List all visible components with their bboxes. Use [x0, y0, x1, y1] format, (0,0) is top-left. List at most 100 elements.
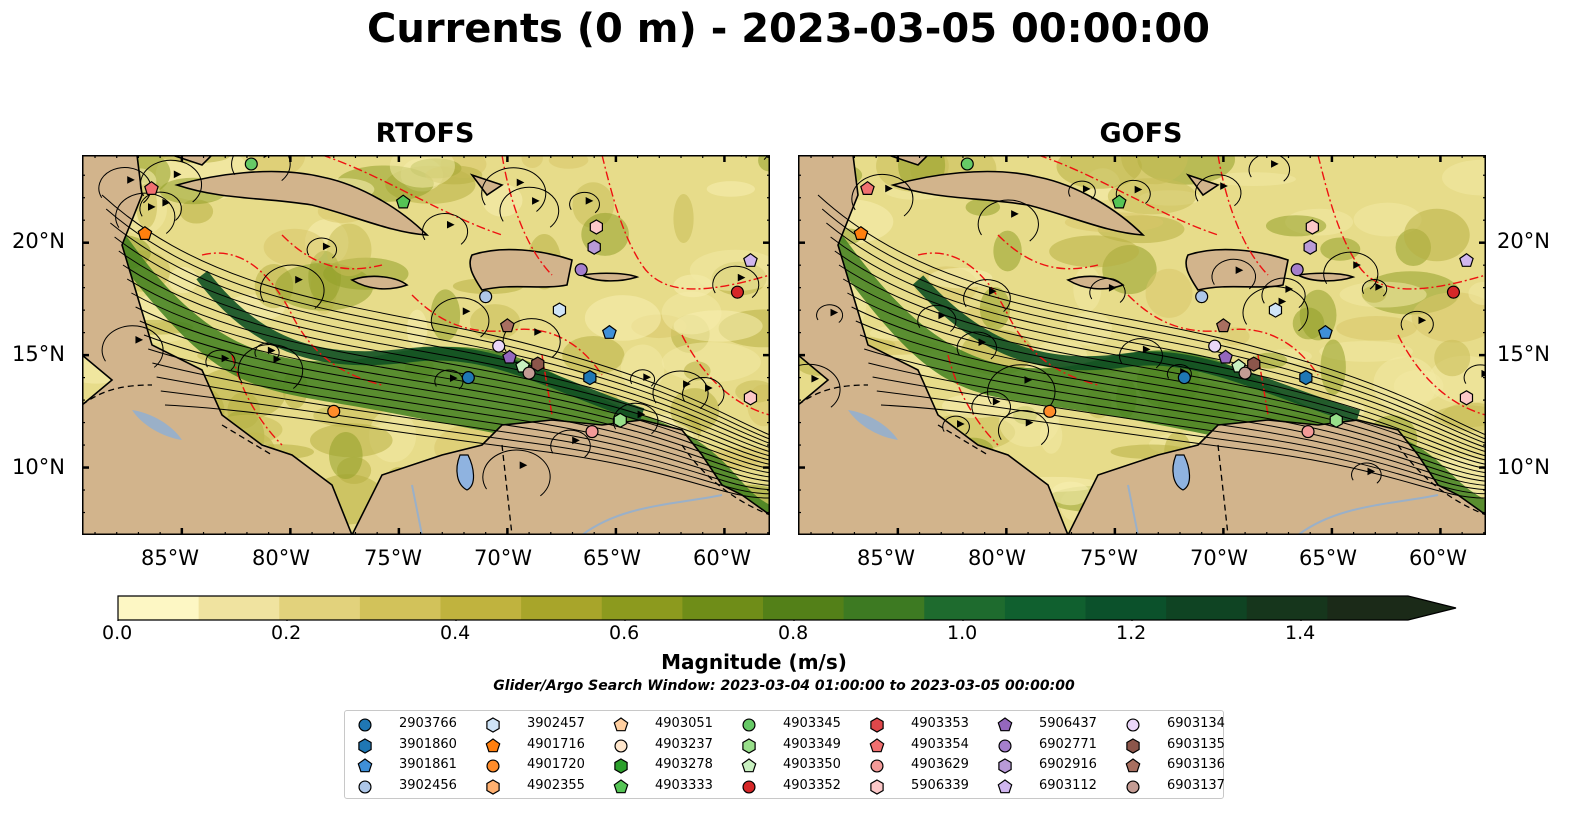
eddy-streamline — [851, 173, 914, 217]
pentagon-marker-icon — [997, 778, 1013, 793]
colorbar-outline — [117, 595, 1457, 621]
flow-arrow — [957, 420, 965, 428]
land-hispaniola — [469, 248, 573, 291]
colorbar-bin — [1166, 596, 1248, 620]
lon-tick-label: 65°W — [1299, 546, 1357, 570]
eddy-streamline — [612, 402, 659, 435]
flow-arrow — [1011, 210, 1019, 218]
flow-arrow — [1353, 261, 1361, 269]
streamline — [135, 306, 770, 470]
streamline — [859, 334, 1486, 478]
pentagon-marker — [485, 737, 501, 752]
float-marker — [395, 194, 411, 209]
colorbar-tick-label: 0.6 — [609, 622, 640, 644]
map-panel-gofs — [798, 155, 1486, 535]
legend-item: 4903345 — [739, 714, 859, 734]
speed-patch — [1066, 311, 1113, 346]
colorbar-bin — [118, 596, 200, 620]
eddy-streamline — [956, 331, 998, 360]
flow-arrow — [1367, 467, 1376, 476]
streamline — [851, 306, 1486, 470]
eez-boundary — [1037, 155, 1219, 236]
speed-patch — [758, 155, 770, 172]
legend-float-id: 5906339 — [911, 777, 969, 793]
legend-item: 4903349 — [739, 735, 859, 755]
river — [581, 494, 723, 535]
legend-float-id: 3902457 — [527, 716, 585, 731]
map-frame — [798, 155, 1486, 535]
legend-float-id: 6903136 — [1167, 757, 1225, 772]
lake-nicaragua — [848, 410, 898, 440]
river — [411, 484, 423, 535]
eddy-streamline — [421, 212, 469, 245]
flow-arrow — [267, 346, 276, 355]
pentagon-marker-icon — [869, 737, 885, 752]
eddy-streamline — [430, 297, 490, 338]
pentagon-marker-icon — [613, 778, 629, 793]
circle-marker-icon — [614, 738, 628, 753]
eddy-streamline — [1248, 155, 1291, 182]
hexagon-marker — [358, 737, 372, 754]
legend-item: 6903135 — [1123, 735, 1243, 755]
hexagon-marker-icon — [998, 758, 1012, 774]
float-marker — [730, 285, 744, 299]
colorbar — [117, 595, 1457, 621]
legend-item: 5906437 — [995, 714, 1115, 734]
legend-item: 4903629 — [867, 755, 987, 775]
legend-item: 4903051 — [611, 714, 731, 734]
float-marker — [589, 219, 604, 235]
eddy-streamline — [1068, 180, 1096, 200]
speed-patch — [1353, 202, 1422, 237]
eddy-streamline — [987, 364, 1056, 412]
flow-arrow — [938, 311, 947, 320]
float-marker — [601, 324, 617, 339]
colorbar-tick-label: 0.2 — [271, 622, 302, 644]
hexagon-marker-icon — [614, 758, 628, 774]
flow-arrow — [532, 197, 540, 205]
legend-float-id: 6902771 — [1039, 736, 1097, 752]
legend-item: 4903237 — [611, 735, 731, 755]
float-marker — [574, 263, 588, 277]
eddy-streamline — [917, 304, 957, 332]
lake-maracaibo — [456, 454, 475, 491]
pentagon-marker-icon — [741, 758, 757, 773]
legend-float-id: 4903333 — [655, 777, 713, 793]
legend-float-id: 6903135 — [1167, 736, 1225, 752]
pentagon-marker — [1125, 758, 1141, 773]
flow-arrow — [1271, 160, 1279, 168]
speed-patch — [1107, 178, 1197, 215]
eddy-streamline — [1119, 338, 1163, 369]
legend-float-id: 4903350 — [783, 757, 841, 772]
eez-boundary — [501, 155, 553, 276]
speed-patch — [1442, 159, 1486, 196]
river — [1297, 494, 1439, 535]
speed-patch — [1434, 339, 1471, 377]
eddy-streamline — [481, 167, 547, 212]
flow-arrow — [519, 461, 528, 470]
float-marker — [531, 356, 545, 372]
streamline — [868, 362, 1486, 486]
hexagon-marker-icon — [1126, 737, 1140, 754]
eez-boundary — [1397, 334, 1486, 416]
streamlines — [798, 155, 1486, 499]
speed-patch — [1403, 208, 1470, 262]
float-marker — [1177, 371, 1191, 385]
eddy-streamline — [977, 199, 1039, 242]
colorbar-tick-label: 0.4 — [440, 622, 471, 644]
figure-title: Currents (0 m) - 2023-03-05 00:00:00 — [367, 6, 1210, 52]
eddy-streamline — [816, 304, 844, 323]
float-marker — [1215, 318, 1231, 333]
float-marker — [743, 252, 758, 267]
streamline — [880, 404, 1486, 499]
lon-tick-label: 60°W — [1409, 546, 1467, 570]
legend-float-id: 4903354 — [911, 736, 969, 752]
flow-arrow — [1082, 185, 1091, 193]
flow-arrow — [585, 197, 594, 205]
streamline — [855, 320, 1486, 474]
legend-float-id: 4903353 — [911, 716, 969, 731]
eddy-streamline — [712, 265, 760, 299]
eez-boundary — [281, 234, 383, 270]
speed-patch — [993, 230, 1022, 272]
search-window-caption: Glider/Argo Search Window: 2023-03-04 01… — [493, 678, 1075, 694]
speed-patch — [673, 194, 694, 244]
